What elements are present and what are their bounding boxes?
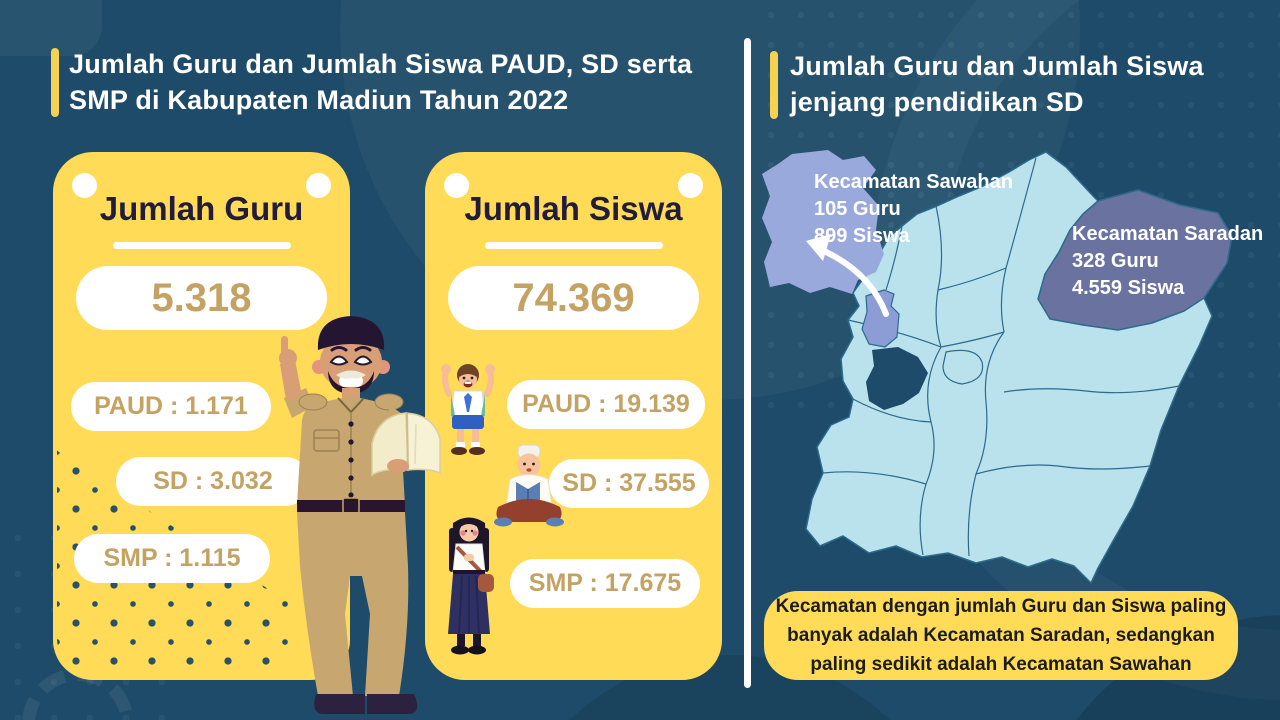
card-underline [112,242,291,249]
guru-total-pill: 5.318 [76,266,327,330]
saradan-guru: 328 Guru [1072,250,1159,272]
saradan-name: Kecamatan Saradan [1072,223,1264,245]
map-region-sawahan [861,289,900,348]
siswa-card-title: Jumlah Siswa [464,190,683,227]
right-panel-title: Jumlah Guru dan Jumlah Siswa jenjang pen… [790,48,1250,120]
guru-card: Jumlah Guru 5.318 PAUD : 1.171 SD : 3.03… [53,152,350,680]
left-title-line2: SMP di Kabupaten Madiun Tahun 2022 [69,85,569,115]
guru-smp-pill: SMP : 1.115 [74,534,270,583]
sawahan-name: Kecamatan Sawahan [814,171,1013,193]
note-line2: banyak adalah Kecamatan Saradan, sedangk… [787,625,1215,646]
teacher-illustration [279,316,441,714]
sawahan-guru: 105 Guru [814,198,901,220]
madiun-district-map [762,150,1233,584]
saradan-siswa: 4.559 Siswa [1072,277,1185,299]
siswa-sd-pill: SD : 37.555 [549,459,709,508]
schoolgirl-illustration [448,517,494,655]
sawahan-callout-label: Kecamatan Sawahan 105 Guru 899 Siswa [814,169,1013,250]
right-title-line2: jenjang pendidikan SD [790,87,1084,117]
left-title-line1: Jumlah Guru dan Jumlah Siswa PAUD, SD se… [69,49,693,79]
map-arrowhead [806,234,831,261]
reading-boy-illustration [494,444,564,527]
siswa-total-pill: 74.369 [448,266,699,330]
right-title-accent-bar [770,51,778,119]
card-pin-hole [678,173,703,198]
conclusion-note: Kecamatan dengan jumlah Guru dan Siswa p… [764,591,1238,680]
siswa-paud-pill: PAUD : 19.139 [507,380,705,429]
note-line1: Kecamatan dengan jumlah Guru dan Siswa p… [775,596,1227,617]
cheering-boy-illustration [441,364,495,455]
guru-card-title: Jumlah Guru [99,190,304,227]
right-title-line1: Jumlah Guru dan Jumlah Siswa [790,51,1204,81]
left-title-accent-bar [51,48,59,117]
card-pin-hole [444,173,469,198]
sawahan-siswa: 899 Siswa [814,225,910,247]
section-divider [744,38,751,688]
map-region-saradan [1037,189,1233,331]
map-arrow [821,248,889,317]
siswa-smp-pill: SMP : 17.675 [510,559,700,608]
card-pin-hole [72,173,97,198]
note-line3: paling sedikit adalah Kecamatan Sawahan [810,654,1192,675]
guru-sd-pill: SD : 3.032 [116,457,310,506]
map-sawahan-callout-shape [762,150,884,294]
map-district-borders [822,157,1180,557]
card-underline [484,242,663,249]
guru-paud-pill: PAUD : 1.171 [71,382,271,431]
card-pin-hole [306,173,331,198]
left-panel-title: Jumlah Guru dan Jumlah Siswa PAUD, SD se… [69,46,729,118]
saradan-callout-label: Kecamatan Saradan 328 Guru 4.559 Siswa [1072,221,1263,302]
map-region-enclave [866,347,928,410]
